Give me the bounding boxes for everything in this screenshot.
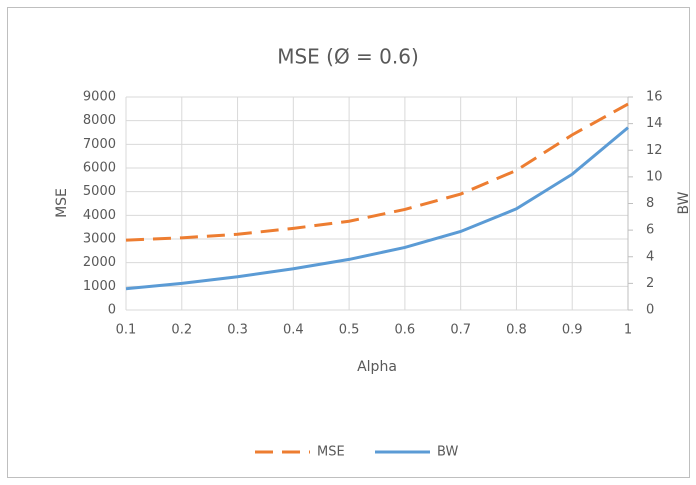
x-tick-label: 0.9: [562, 323, 583, 338]
y-tick-label: 7000: [83, 137, 116, 152]
y2-tick-label: 4: [646, 249, 654, 264]
y2-tick-label: 14: [646, 116, 663, 131]
y2-tick-label: 2: [646, 276, 654, 291]
y-tick-label: 4000: [83, 208, 116, 223]
x-tick-label: 0.1: [116, 323, 137, 338]
y2-tick-label: 16: [646, 90, 663, 105]
x-axis-label: Alpha: [357, 359, 397, 375]
x-tick-label: 1: [624, 323, 632, 338]
x-tick-label: 0.5: [339, 323, 360, 338]
legend-label: MSE: [317, 445, 345, 460]
x-tick-label: 0.8: [506, 323, 527, 338]
y-tick-label: 6000: [83, 161, 116, 176]
y2-axis-label: BW: [676, 191, 692, 214]
y2-tick-label: 10: [646, 169, 663, 184]
y-tick-label: 9000: [83, 90, 116, 105]
y2-tick-label: 6: [646, 223, 654, 238]
y-tick-label: 3000: [83, 232, 116, 247]
x-tick-label: 0.4: [283, 323, 304, 338]
y-axis-label: MSE: [54, 188, 70, 218]
x-tick-label: 0.7: [450, 323, 471, 338]
legend-label: BW: [437, 445, 458, 460]
x-tick-label: 0.3: [227, 323, 248, 338]
y-tick-label: 1000: [83, 279, 116, 294]
x-tick-label: 0.6: [395, 323, 416, 338]
chart-title: MSE (Ø = 0.6): [277, 45, 419, 69]
y-tick-label: 8000: [83, 113, 116, 128]
y2-tick-label: 0: [646, 303, 654, 318]
y2-tick-label: 12: [646, 143, 663, 158]
y-tick-label: 2000: [83, 255, 116, 270]
y-tick-label: 0: [108, 303, 116, 318]
series-line: [125, 102, 629, 242]
chart-border: [7, 7, 690, 478]
y-tick-label: 5000: [83, 184, 116, 199]
y2-tick-label: 8: [646, 196, 654, 211]
x-tick-label: 0.2: [171, 323, 192, 338]
series-line: [125, 126, 629, 291]
